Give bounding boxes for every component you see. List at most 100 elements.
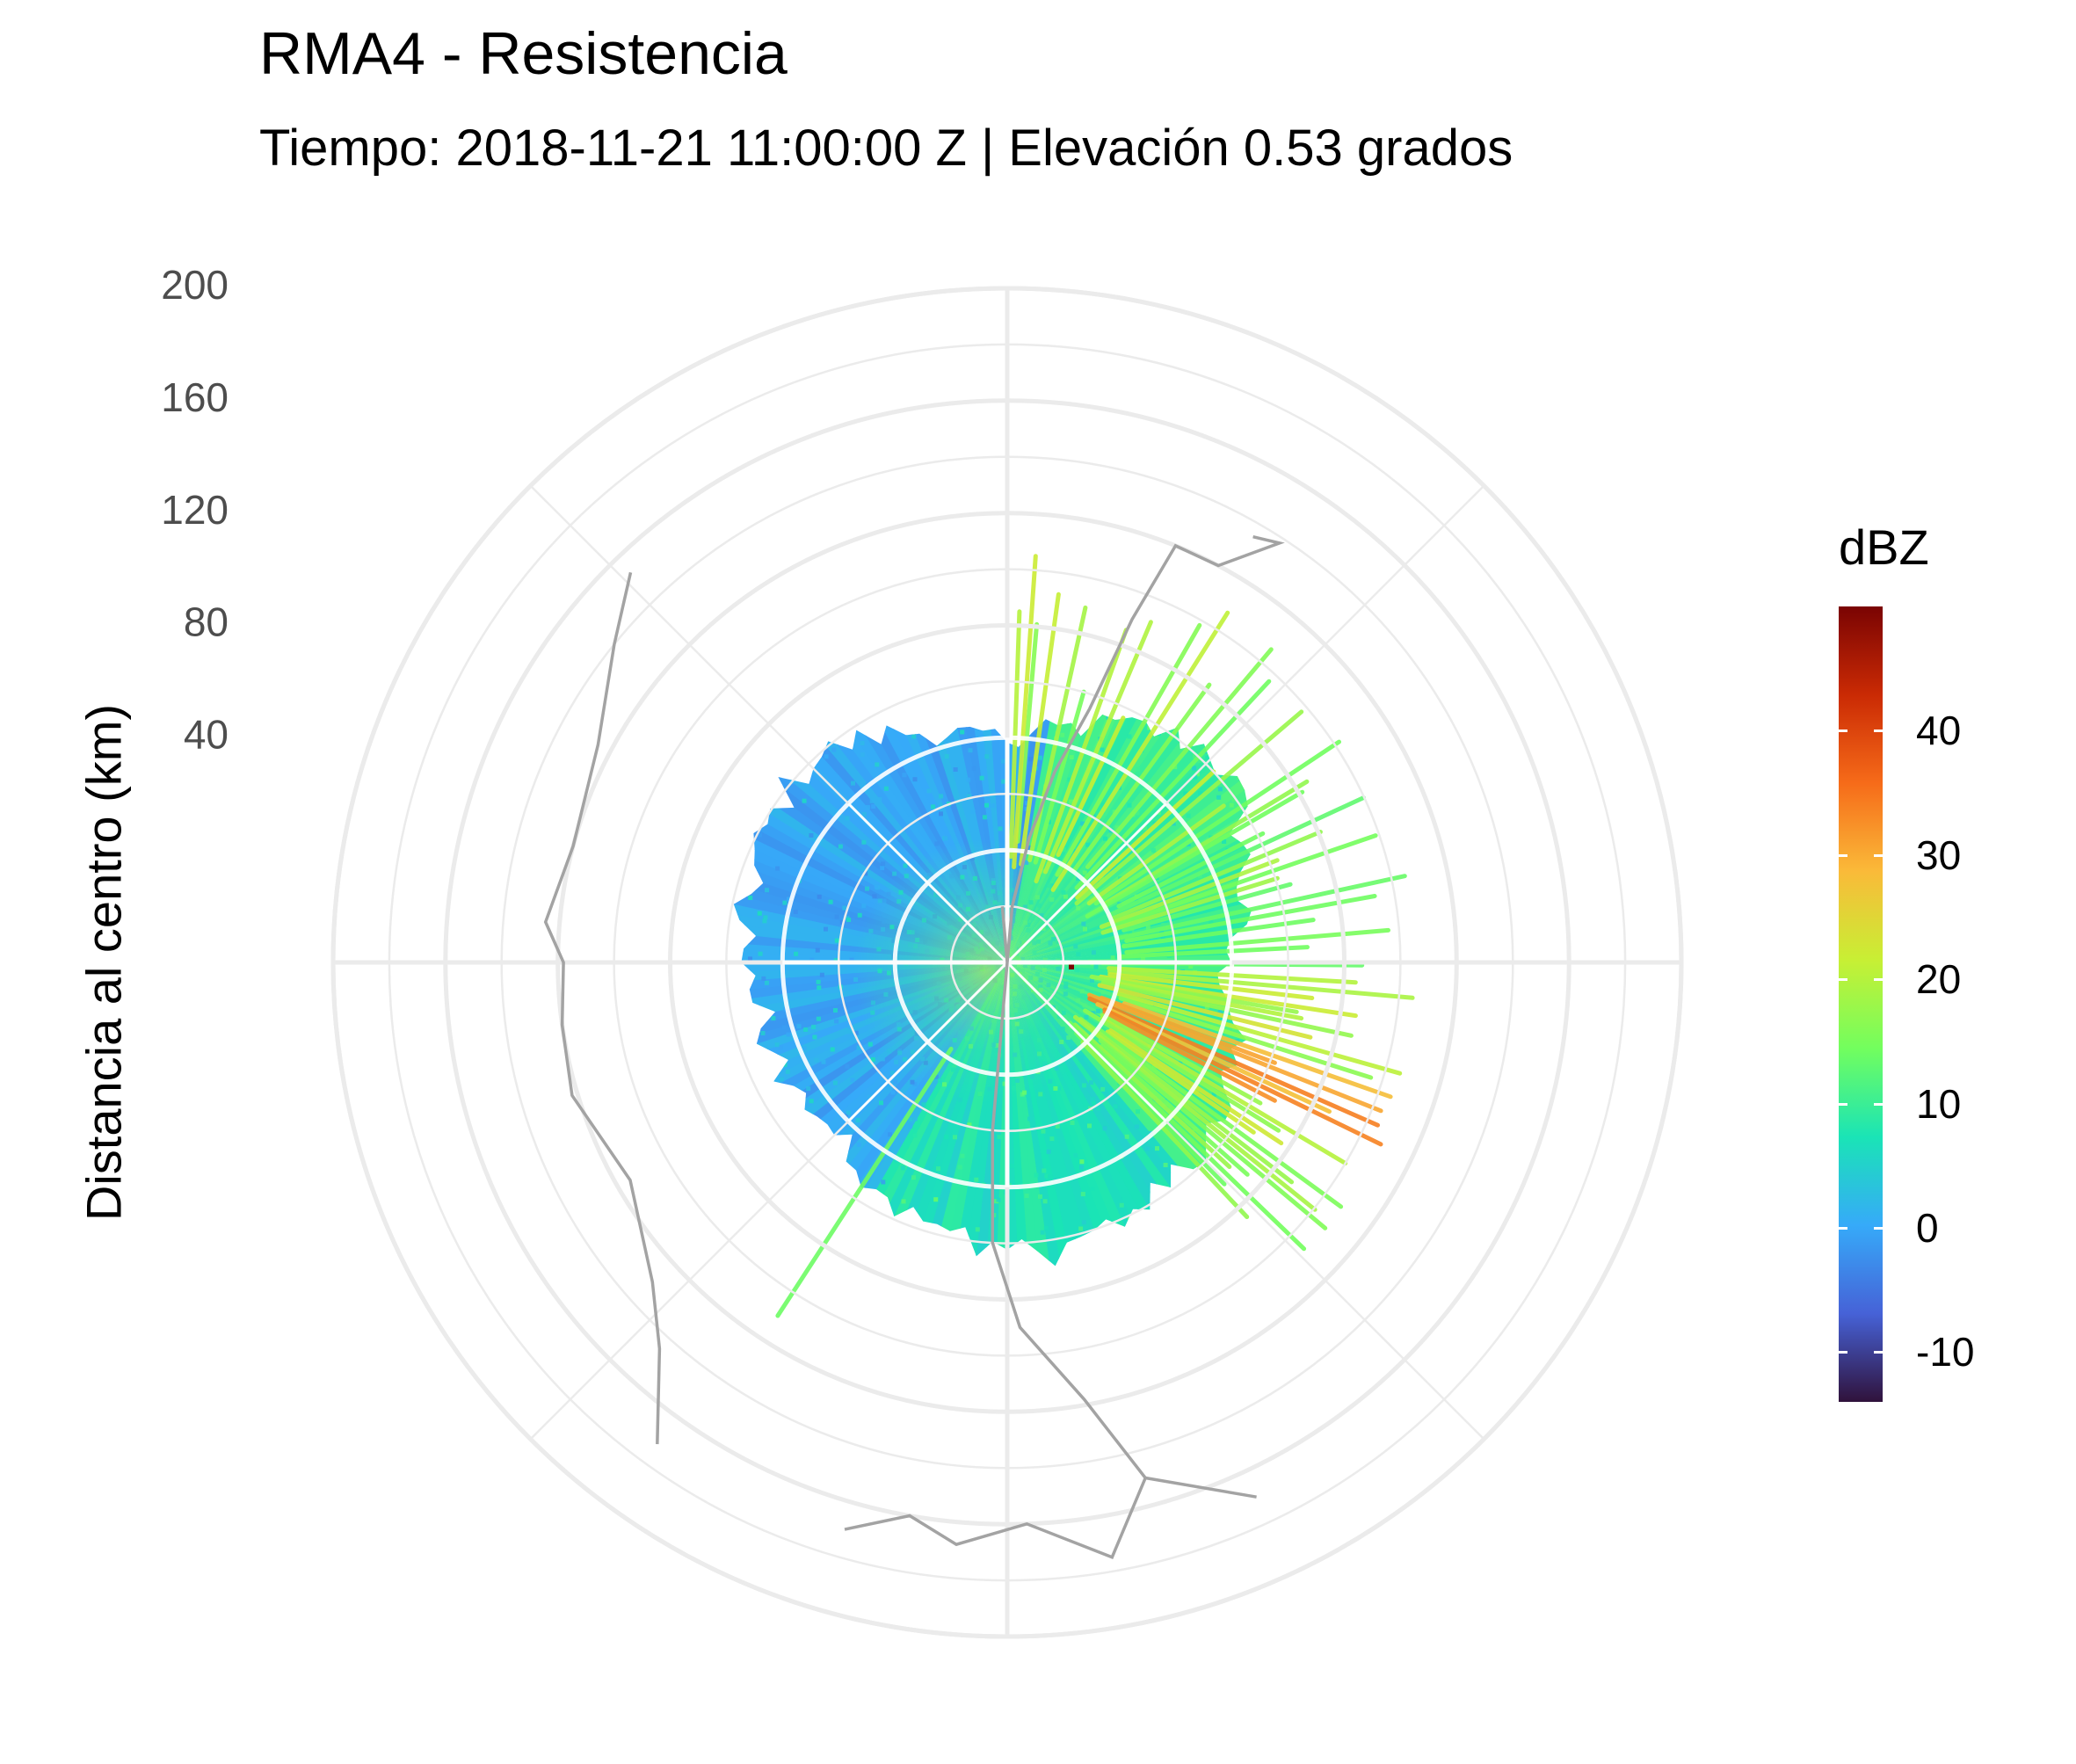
echo-speckle [819,972,824,977]
colorbar-tick [1874,978,1883,982]
echo-speckle [1136,766,1140,772]
echo-speckle [933,733,937,738]
echo-speckle [1127,802,1132,808]
echo-ray [1027,605,1088,863]
echo-speckle [908,1123,913,1129]
colorbar-tick [1874,1351,1883,1354]
border-west [543,571,662,1445]
echo-speckle [925,709,930,714]
echo-speckle [943,836,948,841]
echo-speckle [783,764,788,768]
echo-speckle [926,788,932,794]
echo-speckle [1217,787,1223,792]
echo-speckle [1128,1217,1133,1223]
echo-speckle [936,1166,940,1172]
echo-ray [1100,1016,1348,1165]
echo-speckle [1040,1230,1045,1235]
echo-speckle [938,1229,943,1234]
echo-ray [1056,715,1126,857]
echo-speckle [736,1024,740,1028]
echo-speckle [1042,1168,1047,1173]
echo-speckle [888,1132,893,1137]
echo-speckle [718,964,722,969]
echo-speckle [853,1030,859,1035]
echo-speckle [1085,842,1091,847]
echo-ray [1085,647,1274,869]
colorbar [1839,606,1883,1402]
echo-speckle [970,809,976,814]
echo-speckle [701,918,706,922]
echo-speckle [1146,699,1151,703]
echo-speckle [1080,1192,1085,1197]
echo-speckle [883,786,889,791]
echo-speckle [893,1224,898,1230]
echo-ray [1107,795,1366,918]
echo-speckle [793,767,798,773]
echo-speckle [1067,777,1072,782]
echo-speckle [1127,734,1132,739]
echo-speckle [1291,851,1296,855]
echo-speckle [950,657,955,662]
echo-speckle [733,832,736,838]
echo-ray [1085,789,1305,918]
echo-speckle [1216,795,1222,800]
grid-spoke-inner [847,961,1009,1122]
colorbar-tick [1874,853,1883,857]
echo-speckle [828,899,833,904]
echo-speckle [908,1117,913,1122]
echo-speckle [802,798,807,803]
echo-speckle [944,754,949,759]
echo-speckle [944,1135,949,1139]
echo-speckle [1109,866,1114,871]
echo-speckle [912,1133,918,1138]
echo-speckle [939,794,944,799]
echo-speckle [1188,963,1194,969]
echo-speckle [881,1180,886,1185]
echo-speckle [1053,1085,1058,1091]
echo-speckle [896,1230,902,1235]
echo-speckle [809,1099,814,1104]
echo-ray [1107,969,1415,1000]
echo-ray [1103,779,1310,906]
echo-speckle [826,735,831,739]
echo-speckle [834,938,839,943]
legend-title: dBZ [1839,519,1929,575]
echo-speckle [967,1122,972,1128]
echo-speckle [901,1199,906,1204]
echo-speckle [1229,802,1234,808]
echo-speckle [902,773,907,778]
echo-speckle [1176,1197,1181,1202]
echo-speckle [934,841,940,846]
echo-speckle [708,1027,712,1031]
echo-speckle [1044,1173,1049,1179]
echo-speckle [1211,1092,1216,1097]
echo-ray [1089,974,1299,1014]
echo-speckle [1059,652,1063,657]
echo-speckle [733,1110,735,1115]
echo-speckle [861,904,867,909]
echo-speckle [1024,1194,1029,1198]
colorbar-tick-label: 40 [1916,708,1962,754]
echo-speckle [1049,1136,1055,1142]
echo-ray [1034,628,1129,884]
echo-speckle [1183,791,1188,796]
echo-speckle [702,947,707,951]
echo-speckle [824,926,828,932]
echo-speckle [815,947,820,953]
echo-speckle [1091,685,1095,689]
echo-speckle [880,1056,885,1062]
echo-speckle [1099,876,1104,882]
echo-speckle [966,777,971,782]
echo-speckle [881,861,886,867]
echo-speckle [979,775,984,780]
echo-speckle [831,747,837,752]
echo-speckle [1082,870,1087,875]
echo-speckle [856,1142,861,1147]
echo-speckle [1145,925,1151,930]
echo-speckle [715,1054,719,1058]
echo-ray [1093,739,1341,906]
echo-speckle [1036,1257,1042,1261]
colorbar-tick [1874,730,1883,733]
echo-speckle [1085,694,1090,699]
echo-speckle [912,1081,918,1086]
